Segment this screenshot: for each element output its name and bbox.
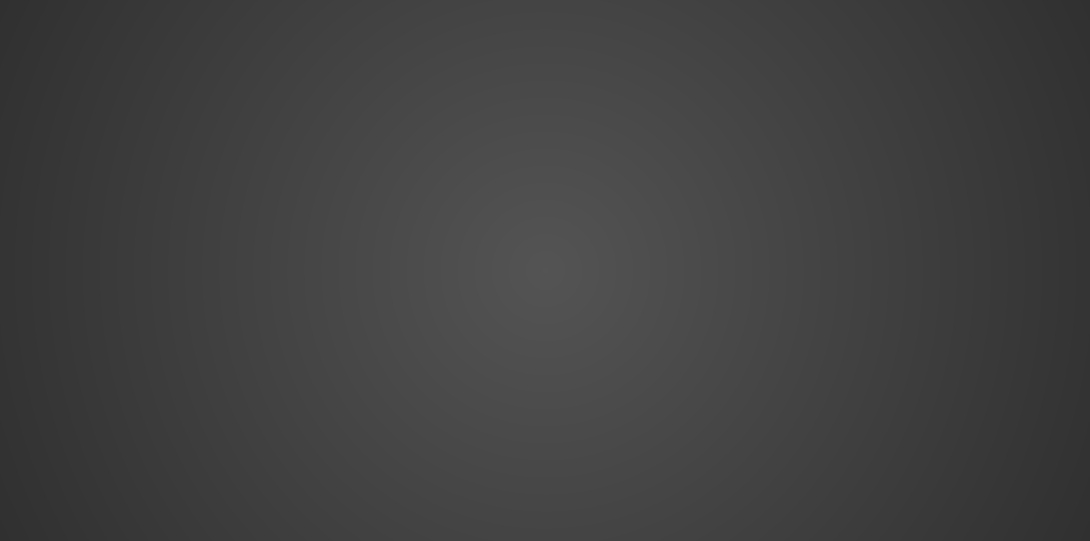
Title: Non-Fatal Civilian Injuries Caused by Law Enforcement,
U.S. 2001-2022: Non-Fatal Civilian Injuries Caused by La… <box>290 11 942 58</box>
